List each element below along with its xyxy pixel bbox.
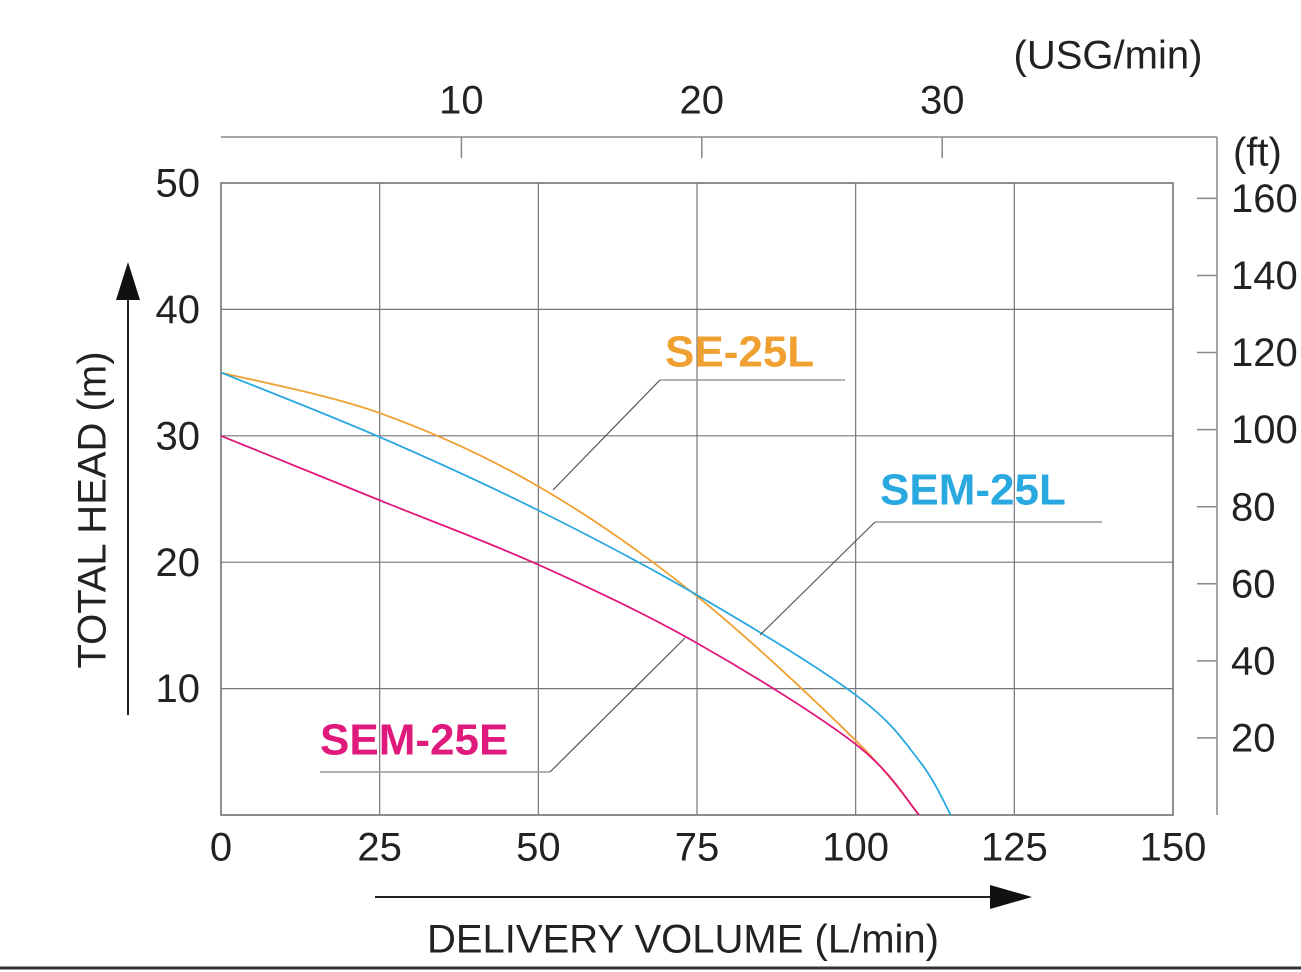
series-line	[220, 371, 952, 816]
y2-axis-title: (ft)	[1233, 131, 1282, 175]
x-tick-label: 150	[1140, 826, 1207, 870]
y-tick-label: 30	[156, 414, 201, 458]
x-tick-label: 25	[357, 826, 402, 870]
x-arrow-head	[990, 885, 1032, 909]
legend-label: SEM-25L	[880, 466, 1066, 515]
y-axis-title: TOTAL HEAD (m)	[71, 351, 115, 668]
y-tick-label: 40	[156, 288, 201, 332]
x-axis-title: DELIVERY VOLUME (L/min)	[427, 918, 939, 962]
y-tick-label: 50	[156, 162, 201, 206]
label-leader	[549, 637, 686, 773]
y2-tick-label: 100	[1231, 408, 1298, 452]
x-tick-label: 125	[981, 826, 1048, 870]
legend-label: SEM-25E	[320, 716, 508, 765]
y2-tick-label: 20	[1231, 716, 1276, 760]
x2-tick-label: 20	[680, 79, 725, 123]
label-leader	[759, 521, 876, 636]
series-line	[220, 434, 920, 816]
x-tick-label: 0	[210, 826, 232, 870]
x2-tick-label: 10	[439, 79, 484, 123]
y-tick-label: 20	[156, 541, 201, 585]
y2-tick-label: 160	[1231, 177, 1298, 221]
x-tick-label: 50	[516, 826, 561, 870]
y2-tick-label: 60	[1231, 562, 1276, 606]
series-line	[220, 371, 920, 816]
legend-label: SE-25L	[665, 328, 814, 377]
x2-axis-title: (USG/min)	[1014, 34, 1203, 78]
y2-tick-label: 140	[1231, 254, 1298, 298]
x2-tick-label: 30	[920, 79, 965, 123]
y2-tick-label: 80	[1231, 485, 1276, 529]
y-tick-label: 10	[156, 667, 201, 711]
y2-tick-label: 120	[1231, 331, 1298, 375]
y-arrow-head	[116, 262, 140, 300]
y2-tick-label: 40	[1231, 639, 1276, 683]
x-tick-label: 100	[822, 826, 889, 870]
label-leader	[552, 379, 661, 491]
x-tick-label: 75	[675, 826, 720, 870]
